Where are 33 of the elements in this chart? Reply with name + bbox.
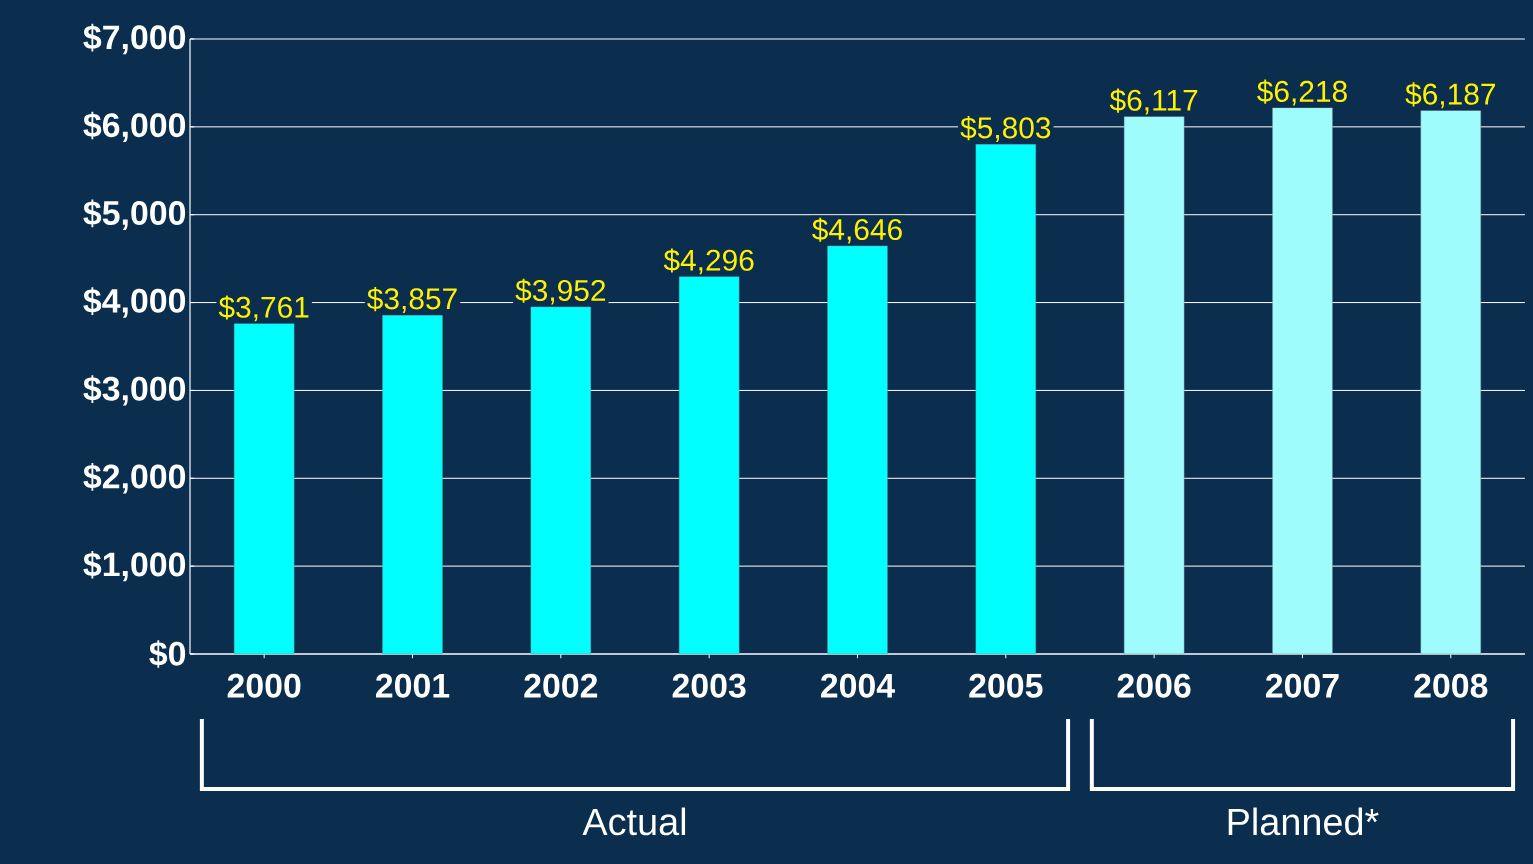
- y-tick-label: $0: [149, 640, 186, 668]
- data-label: $6,187: [1405, 82, 1495, 109]
- bar: [678, 276, 740, 655]
- y-tick-label: $4,000: [83, 287, 186, 318]
- y-tick-label: $3,000: [83, 375, 186, 406]
- data-label: $6,218: [1257, 79, 1347, 106]
- text: Planned*: [1228, 807, 1379, 836]
- x-tick-label: 2003: [672, 673, 746, 698]
- data-label: $3,952: [515, 278, 606, 305]
- x-tick-label: 2005: [969, 673, 1043, 698]
- data-label: $4,646: [812, 217, 902, 244]
- x-tick-label: 2001: [375, 673, 450, 698]
- x-tick-label: 2004: [820, 673, 895, 698]
- y-tick-label: $6,000: [83, 111, 186, 143]
- text: Actual: [582, 807, 686, 836]
- y-tick-label: $5,000: [83, 199, 186, 230]
- x-tick-label: 2007: [1265, 673, 1339, 698]
- data-label: $3,857: [367, 286, 457, 313]
- x-tick-label: 2008: [1414, 673, 1488, 698]
- data-label: $5,803: [960, 116, 1051, 142]
- data-label: $4,296: [663, 248, 754, 275]
- data-label: $6,117: [1109, 88, 1198, 115]
- bar: [1272, 107, 1333, 655]
- x-tick-label: 2006: [1117, 673, 1191, 698]
- data-label: $3,761: [218, 295, 309, 322]
- bar: [1123, 116, 1185, 655]
- y-tick-label: $2,000: [83, 463, 186, 494]
- x-tick-label: 2002: [524, 673, 598, 698]
- y-tick-label: $7,000: [83, 23, 186, 55]
- x-tick-label: 2000: [227, 673, 301, 698]
- bar: [827, 245, 888, 655]
- y-tick-label: $1,000: [83, 550, 186, 582]
- bar: [1420, 110, 1481, 655]
